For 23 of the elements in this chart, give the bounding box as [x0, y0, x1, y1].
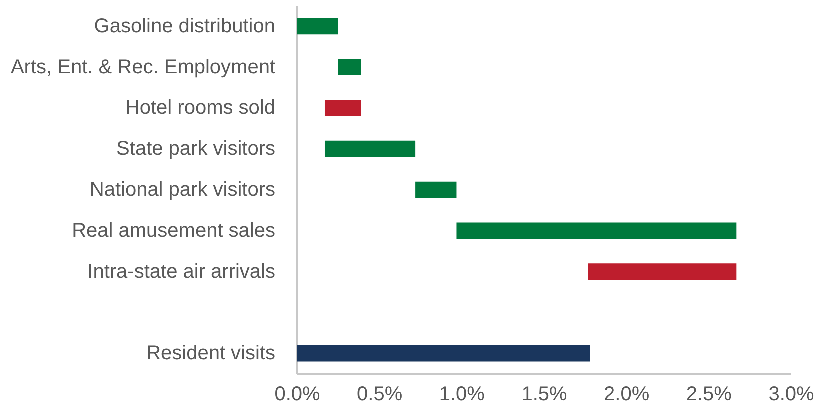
y-tick-label: Intra-state air arrivals: [88, 260, 276, 283]
x-tick-label: 2.5%: [686, 384, 732, 406]
y-tick-label: National park visitors: [90, 179, 276, 201]
bar: [297, 18, 338, 35]
bar: [416, 182, 457, 198]
x-tick-label: 1.5%: [522, 384, 568, 406]
y-tick-label: Resident visits: [146, 342, 276, 365]
y-tick-label: Arts, Ent. & Rec. Employment: [10, 56, 276, 78]
x-tick-label: 1.0%: [439, 384, 486, 406]
x-tick-label: 0.5%: [357, 384, 403, 406]
y-tick-label: State park visitors: [116, 138, 276, 160]
x-tick-label: 0.0%: [274, 384, 321, 406]
y-tick-label: Gasoline distribution: [94, 15, 276, 38]
y-tick-label: Hotel rooms sold: [125, 97, 276, 120]
bar: [338, 59, 362, 76]
bar: [456, 222, 737, 240]
x-tick-label: 3.0%: [768, 384, 815, 406]
x-tick-label: 2.0%: [604, 384, 650, 406]
bar: [324, 100, 362, 116]
bar: [324, 140, 416, 158]
bar: [588, 264, 737, 280]
bar: [297, 345, 590, 362]
y-tick-label: Real amusement sales: [72, 220, 276, 242]
